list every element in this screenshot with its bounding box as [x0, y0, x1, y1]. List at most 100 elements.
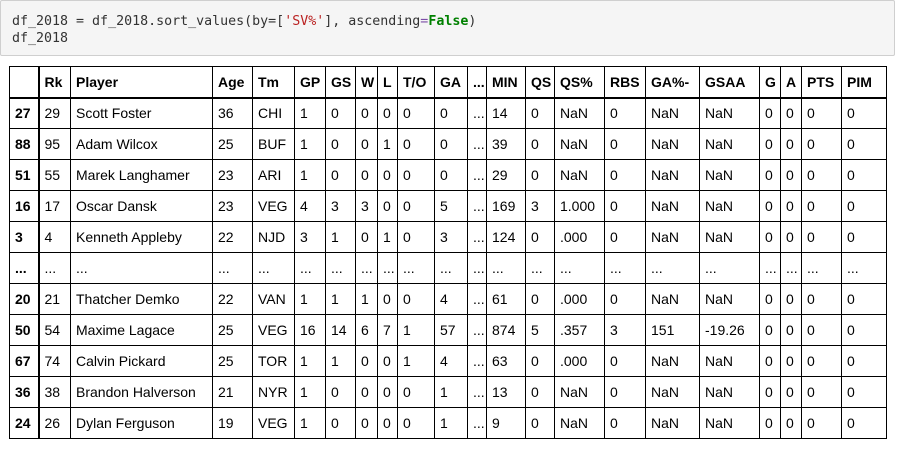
table-cell: 4 [434, 283, 468, 315]
table-cell: 17 [38, 190, 71, 222]
table-cell: 0 [780, 221, 802, 253]
table-cell: 54 [38, 314, 71, 346]
table-cell: 0 [780, 407, 802, 439]
table-cell: 63 [486, 345, 526, 377]
row-index: 67 [9, 345, 40, 377]
table-cell: 0 [841, 97, 887, 129]
table-cell: .357 [554, 314, 605, 346]
row-index: 36 [9, 376, 40, 408]
table-cell: NaN [645, 221, 700, 253]
table-cell: 0 [801, 376, 842, 408]
table-cell: 0 [801, 314, 842, 346]
table-cell: ... [801, 252, 842, 284]
table-cell: ... [554, 252, 605, 284]
code-keyword: False [428, 14, 469, 29]
column-header: L [377, 66, 398, 99]
table-cell: 14 [486, 97, 526, 129]
table-cell: 26 [38, 407, 71, 439]
table-cell: 0 [759, 407, 781, 439]
table-cell: NYR [252, 376, 295, 408]
table-cell: ... [645, 252, 700, 284]
table-cell: ... [325, 252, 356, 284]
table-cell: ... [252, 252, 295, 284]
table-cell: ... [467, 283, 487, 315]
table-cell: 55 [38, 159, 71, 191]
row-index: 3 [9, 221, 40, 253]
table-cell: NaN [554, 159, 605, 191]
table-cell: 0 [841, 190, 887, 222]
table-cell: NaN [699, 97, 760, 129]
column-header: Player [70, 66, 213, 99]
table-cell: 25 [212, 345, 253, 377]
table-cell: Dylan Ferguson [70, 407, 213, 439]
table-cell: ... [467, 407, 487, 439]
table-cell: NaN [645, 407, 700, 439]
table-cell: 3 [434, 221, 468, 253]
table-cell: NaN [699, 283, 760, 315]
table-cell: 21 [212, 376, 253, 408]
table-cell: 1 [377, 221, 398, 253]
row-index: 16 [9, 190, 40, 222]
table-cell: 1 [397, 345, 435, 377]
table-cell: 36 [212, 97, 253, 129]
table-cell: 0 [801, 345, 842, 377]
table-cell: 0 [604, 128, 646, 160]
code-cell-input[interactable]: df_2018 = df_2018.sort_values(by=['SV%']… [0, 0, 895, 56]
table-cell: 7 [377, 314, 398, 346]
table-cell: 0 [397, 128, 435, 160]
table-cell: 0 [525, 221, 555, 253]
table-cell: 0 [355, 376, 378, 408]
table-cell: 0 [780, 190, 802, 222]
column-header: Tm [252, 66, 295, 99]
table-cell: 0 [841, 221, 887, 253]
table-cell: ... [212, 252, 253, 284]
table-cell: ... [467, 345, 487, 377]
table-cell: 0 [841, 283, 887, 315]
row-index: ... [9, 252, 40, 284]
table-cell: Marek Langhamer [70, 159, 213, 191]
table-cell: 0 [780, 97, 802, 129]
column-header: Rk [38, 66, 71, 99]
table-cell: 0 [397, 190, 435, 222]
column-header: T/O [397, 66, 435, 99]
table-cell: 0 [780, 283, 802, 315]
table-cell: 3 [294, 221, 326, 253]
table-cell: 0 [325, 97, 356, 129]
table-cell: CHI [252, 97, 295, 129]
table-cell: 0 [434, 159, 468, 191]
table-cell: ... [467, 128, 487, 160]
table-cell: NaN [645, 159, 700, 191]
table-cell: ... [759, 252, 781, 284]
table-cell: 0 [759, 376, 781, 408]
table-cell: 1 [294, 345, 326, 377]
table-cell: 0 [434, 97, 468, 129]
table-cell: 0 [377, 97, 398, 129]
column-header: ... [467, 66, 487, 99]
row-index: 20 [9, 283, 40, 315]
table-cell: ... [434, 252, 468, 284]
table-row: 67 74 Calvin Pickard 25 TOR 1 1 0 0 1 4... 63 0.000 0… [9, 345, 887, 377]
column-header: Age [212, 66, 253, 99]
table-cell: 1 [434, 407, 468, 439]
table-cell: NaN [554, 128, 605, 160]
table-cell: 0 [841, 159, 887, 191]
table-cell: 0 [377, 376, 398, 408]
table-cell: 0 [377, 283, 398, 315]
table-cell: 0 [604, 190, 646, 222]
table-cell: 3 [525, 190, 555, 222]
table-cell: ... [525, 252, 555, 284]
table-row: 20 21 Thatcher Demko 22 VAN 1 1 1 0 0 4... 61 0.000 0… [9, 283, 887, 315]
table-cell: Thatcher Demko [70, 283, 213, 315]
table-cell: 3 [604, 314, 646, 346]
table-cell: 0 [377, 407, 398, 439]
table-header-row: Rk Player Age Tm GP GS W L T/O GA... MIN QS QS% RBS GA… [9, 66, 887, 99]
table-cell: 0 [355, 97, 378, 129]
table-cell: 0 [355, 221, 378, 253]
code-text-middle: ], ascending [324, 14, 421, 29]
table-cell: 0 [604, 407, 646, 439]
table-cell: 874 [486, 314, 526, 346]
table-cell: 0 [325, 128, 356, 160]
table-cell: 0 [397, 376, 435, 408]
table-row: 88 95 Adam Wilcox 25 BUF 1 0 0 1 0 0... 39 0 NaN 0 NaN N… [9, 128, 887, 160]
table-cell: 19 [212, 407, 253, 439]
